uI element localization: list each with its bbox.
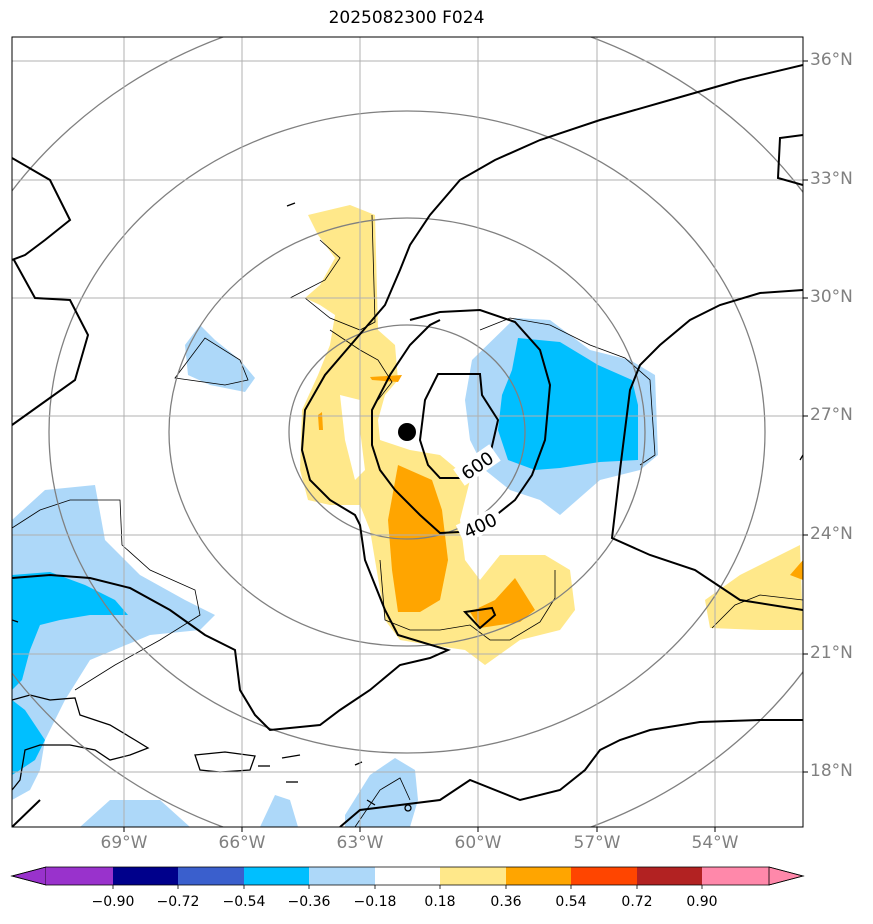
height-contours bbox=[12, 64, 803, 827]
lat-label-21n: 21°N bbox=[810, 643, 853, 663]
colorbar-segment bbox=[571, 867, 637, 885]
lat-label-27n: 27°N bbox=[810, 405, 853, 425]
colorbar-segment bbox=[702, 867, 769, 885]
colorbar-segment bbox=[506, 867, 571, 885]
lat-label-18n: 18°N bbox=[810, 761, 853, 781]
lat-label-30n: 30°N bbox=[810, 287, 853, 307]
colorbar-segment bbox=[178, 867, 244, 885]
colorbar-min-extend bbox=[10, 866, 47, 886]
colorbar-segment bbox=[637, 867, 702, 885]
colorbar-segment bbox=[46, 867, 113, 885]
colorbar-tick-label: −0.18 bbox=[353, 894, 397, 910]
lon-label-63w: 63°W bbox=[336, 833, 384, 853]
colorbar-segment bbox=[113, 867, 178, 885]
colorbar-tick-label: −0.54 bbox=[222, 894, 266, 910]
colorbar-segment bbox=[309, 867, 375, 885]
lon-label-60w: 60°W bbox=[454, 833, 502, 853]
colorbar-tick-label: 0.36 bbox=[490, 894, 522, 910]
colorbar-max-extend bbox=[768, 866, 805, 886]
coastlines bbox=[12, 202, 803, 812]
colorbar-tick-label: 0.18 bbox=[424, 894, 456, 910]
thin-contours bbox=[12, 214, 803, 827]
storm-center-marker bbox=[398, 423, 416, 441]
negative-anomaly-mid bbox=[12, 338, 638, 775]
lon-label-54w: 54°W bbox=[691, 833, 739, 853]
map-title: 2025082300 F024 bbox=[328, 8, 485, 28]
colorbar-tick-label: 0.54 bbox=[555, 894, 587, 910]
colorbar-tick-label: 0.72 bbox=[621, 894, 653, 910]
lat-label-24n: 24°N bbox=[810, 524, 853, 544]
colorbar-segment bbox=[375, 867, 440, 885]
colorbar-tick-label: −0.36 bbox=[287, 894, 331, 910]
lon-label-69w: 69°W bbox=[100, 833, 148, 853]
lon-label-57w: 57°W bbox=[573, 833, 621, 853]
axis-ticks bbox=[123, 60, 808, 832]
lat-label-33n: 33°N bbox=[810, 169, 853, 189]
colorbar-tick-label: −0.90 bbox=[91, 894, 135, 910]
lon-label-66w: 66°W bbox=[218, 833, 266, 853]
colorbar-segment bbox=[244, 867, 309, 885]
contour-labels: 600 400 bbox=[453, 444, 505, 544]
colorbar-tick-label: −0.72 bbox=[156, 894, 200, 910]
map-frame bbox=[11, 36, 804, 828]
lat-label-36n: 36°N bbox=[810, 50, 853, 70]
colorbar bbox=[10, 866, 805, 889]
colorbar-tick-label: 0.90 bbox=[686, 894, 718, 910]
gridlines bbox=[12, 37, 803, 827]
colorbar-segment bbox=[440, 867, 506, 885]
